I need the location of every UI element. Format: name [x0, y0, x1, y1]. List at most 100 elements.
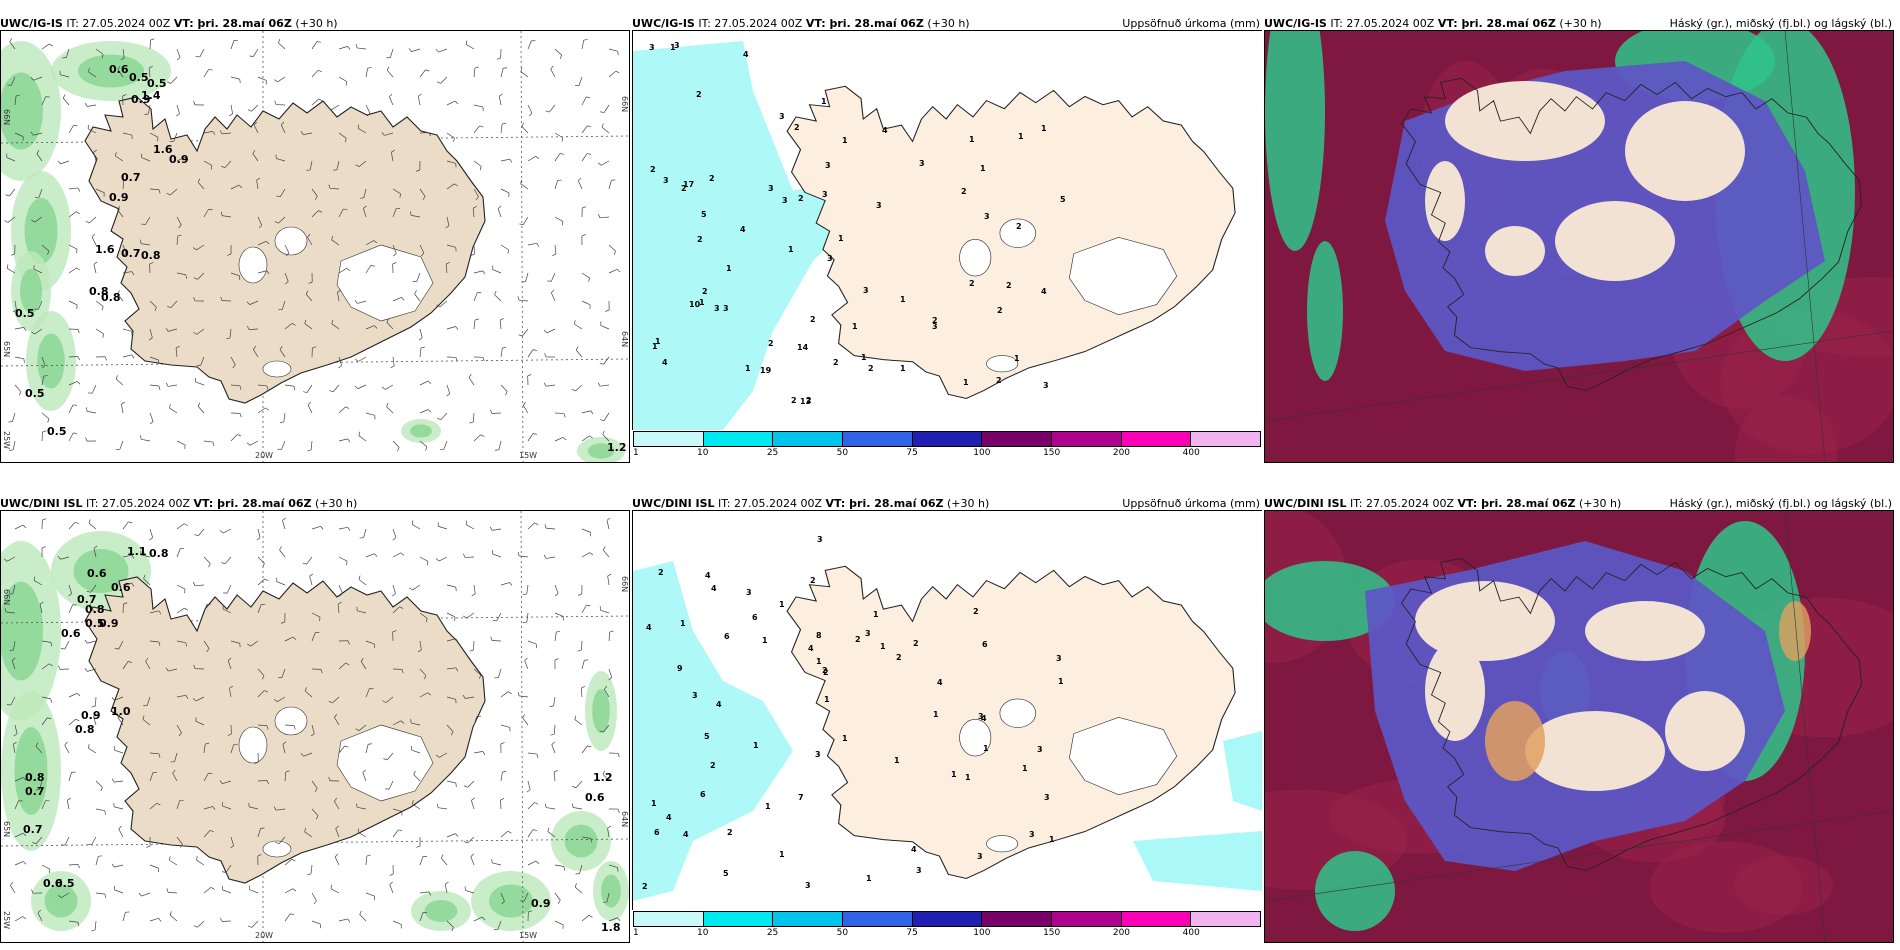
- wind-barb-flag: [470, 853, 475, 857]
- wind-barb: [365, 265, 372, 274]
- wind-barb-flag: [355, 43, 358, 49]
- precip-amount-label: 1: [779, 850, 785, 859]
- wind-barb-flag: [31, 889, 34, 894]
- wind-barb-flag: [479, 125, 484, 128]
- wind-barb-flag: [282, 517, 286, 521]
- colorbar-swatch: [1052, 432, 1122, 446]
- precip-amount-label: 1: [670, 43, 676, 52]
- wind-barb: [500, 724, 510, 728]
- wind-barb-flag: [264, 690, 269, 693]
- wind-barb-flag: [142, 715, 145, 720]
- wind-barb-flag: [574, 883, 577, 888]
- wind-barb: [68, 404, 74, 414]
- wind-barb: [358, 128, 367, 134]
- wind-barb: [68, 267, 77, 274]
- wind-barb-flag: [312, 346, 317, 349]
- wind-barb: [41, 663, 50, 670]
- precip-amount-label: 4: [743, 50, 749, 59]
- wind-barb-flag: [23, 327, 27, 331]
- wind-barb: [230, 744, 235, 754]
- wind-barb: [419, 856, 424, 866]
- precip-amount-label: 1: [838, 234, 844, 243]
- wind-barb-flag: [4, 220, 9, 223]
- wind-barb: [390, 152, 394, 162]
- wind-barb: [203, 209, 209, 218]
- wind-barb: [546, 807, 556, 810]
- wind-barb: [500, 582, 510, 586]
- wind-barb: [467, 836, 475, 844]
- wind-barb: [419, 556, 429, 562]
- precip-amount-label: 1: [866, 874, 872, 883]
- precip-amount-label: 2: [1006, 281, 1012, 290]
- wind-barb: [473, 244, 475, 255]
- colorbar-swatch: [982, 912, 1053, 926]
- wind-barb: [334, 856, 340, 866]
- wind-barb: [608, 917, 618, 922]
- wind-barb: [119, 440, 124, 450]
- wind-barb: [549, 104, 556, 113]
- wind-barb: [230, 434, 238, 442]
- wind-barb-flag: [381, 386, 386, 390]
- colorbar-tick-label: 200: [1112, 928, 1131, 938]
- wind-barb: [91, 836, 97, 846]
- wind-barb: [88, 71, 97, 78]
- wind-barb-flag: [193, 925, 198, 928]
- wind-barb: [309, 160, 313, 170]
- wind-barb-flag: [451, 927, 454, 932]
- precip-amount-label: 4: [716, 700, 722, 709]
- colorbar-swatch: [982, 432, 1053, 446]
- wind-barb: [337, 292, 340, 302]
- wind-barb: [278, 836, 286, 844]
- wind-barb-flag: [210, 165, 213, 170]
- wind-barb: [412, 584, 421, 591]
- wind-barb: [554, 920, 564, 926]
- wind-barb: [607, 576, 610, 586]
- wind-barb: [172, 772, 178, 782]
- wind-barb: [473, 292, 478, 302]
- wind-barb: [581, 96, 587, 106]
- wind-barb-flag: [469, 421, 474, 424]
- precip-amount-label: 3: [916, 866, 922, 875]
- wind-barb: [68, 381, 78, 386]
- precip-amount-label: 1: [652, 342, 658, 351]
- glacier-myrdalsjokull: [262, 360, 292, 378]
- wind-barb: [122, 180, 125, 190]
- wind-barb-flag: [193, 247, 197, 251]
- wind-barb-flag: [400, 720, 405, 724]
- wind-barb-flag: [602, 430, 605, 435]
- wind-barb-flag: [383, 758, 388, 761]
- wind-barb: [14, 384, 22, 392]
- wind-barb: [600, 609, 610, 614]
- colorbar-tick-label: 25: [766, 448, 779, 458]
- wind-barb-flag: [578, 177, 582, 182]
- wind-barb-flag: [307, 449, 312, 452]
- wind-barb-flag: [117, 714, 121, 718]
- precip-amount-label: 2: [696, 90, 702, 99]
- wind-barb-flag: [49, 663, 53, 667]
- wind-barb: [7, 216, 16, 223]
- wind-barb: [114, 806, 124, 810]
- wind-barb-flag: [149, 65, 153, 69]
- wind-barb: [114, 864, 124, 868]
- wind-speed-label: 0.8: [85, 603, 105, 616]
- wind-barb: [500, 244, 509, 251]
- precip-panel-row2: UWC/DINI ISL IT: 27.05.2024 00Z VT: þri.…: [632, 495, 1262, 943]
- wind-barb-flag: [463, 841, 468, 844]
- wind-barb-flag: [435, 558, 440, 562]
- wind-barb-flag: [497, 205, 502, 209]
- precip-amount-label: 1: [900, 364, 906, 373]
- wind-barb: [117, 209, 124, 218]
- wind-barb-flag: [304, 687, 307, 692]
- wind-barb-flag: [239, 79, 241, 84]
- wind-barb: [149, 918, 159, 922]
- wind-barb: [176, 584, 186, 590]
- wind-barb-flag: [77, 864, 81, 869]
- wind-barb-flag: [528, 910, 533, 913]
- wind-barb: [438, 48, 448, 53]
- wind-barb: [33, 268, 43, 274]
- wind-barb-flag: [334, 713, 338, 718]
- wind-barb-flag: [536, 753, 539, 759]
- wind-barb: [196, 244, 205, 251]
- wind-barb: [257, 690, 265, 698]
- wind-barb-flag: [77, 356, 80, 361]
